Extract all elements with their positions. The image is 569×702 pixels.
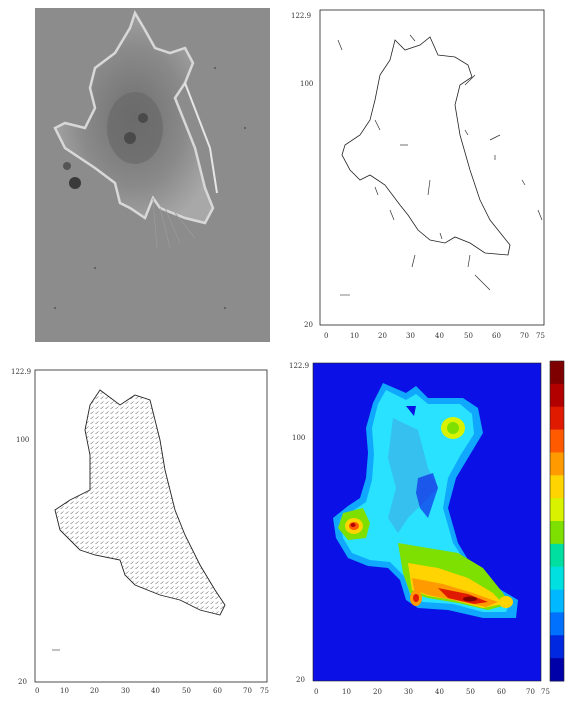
x-tick-labels: 0 10 20 30 40 50 60 70 75: [324, 332, 545, 340]
x-tick: 75: [260, 687, 269, 695]
outline-plot: 122.9 100 20 0 10 20 30 40 50 60 70 75: [291, 9, 545, 340]
x-tick: 0: [324, 332, 328, 340]
colorbar-segment: [550, 521, 564, 545]
x-tick: 75: [536, 332, 545, 340]
outline-plot-panel: 122.9 100 20 0 10 20 30 40 50 60 70 75: [290, 5, 560, 350]
x-tick-labels: 0 10 20 30 40 50 60 70 75: [35, 687, 269, 695]
colorbar-segment: [550, 566, 564, 591]
x-tick: 10: [342, 688, 351, 696]
colorbar-segment: [550, 452, 564, 476]
x-tick: 30: [404, 688, 413, 696]
x-tick: 40: [151, 687, 160, 695]
heatmap-region-mid: [388, 418, 438, 533]
y-tick-mid: 100: [300, 80, 313, 88]
heatmap-panel: 122.9 100 20 0 10 20 30 40 50 60 70 75: [288, 358, 569, 698]
y-tick-top: 122.9: [291, 12, 311, 20]
heatmap-plot: 122.9 100 20 0 10 20 30 40 50 60 70 75: [289, 360, 565, 696]
x-tick: 60: [213, 687, 222, 695]
x-tick: 10: [350, 332, 359, 340]
colorbar-segment: [550, 498, 564, 522]
colorbar-segment: [550, 475, 564, 499]
colorbar: [550, 361, 564, 682]
x-tick: 70: [520, 332, 529, 340]
colorbar-segment: [550, 406, 564, 431]
cell-outline: [341, 36, 511, 256]
vector-field-outline: [54, 389, 226, 616]
y-tick-top: 122.9: [11, 368, 31, 376]
x-tick: 10: [60, 687, 69, 695]
x-tick: 60: [497, 688, 506, 696]
x-tick: 20: [378, 332, 387, 340]
y-tick-top: 122.9: [289, 362, 309, 370]
x-tick: 0: [314, 688, 318, 696]
colorbar-segment: [550, 383, 564, 408]
y-tick-mid: 100: [292, 434, 305, 442]
x-tick: 75: [541, 688, 550, 696]
colorbar-segment: [550, 429, 564, 453]
x-tick-labels: 0 10 20 30 40 50 60 70 75: [314, 688, 550, 696]
x-tick: 30: [121, 687, 130, 695]
x-tick: 50: [182, 687, 191, 695]
x-tick: 50: [464, 332, 473, 340]
x-tick: 30: [406, 332, 415, 340]
y-tick-bottom: 20: [18, 678, 27, 686]
x-tick: 40: [435, 688, 444, 696]
y-tick-mid: 100: [16, 436, 29, 444]
y-tick-bottom: 20: [296, 676, 305, 684]
colorbar-segment: [550, 658, 564, 682]
x-tick: 70: [243, 687, 252, 695]
x-tick: 70: [526, 688, 535, 696]
colorbar-segment: [550, 612, 564, 636]
microscopy-image-panel: [35, 8, 270, 342]
x-tick: 0: [35, 687, 39, 695]
colorbar-segment: [550, 635, 564, 659]
x-tick: 50: [466, 688, 475, 696]
x-tick: 40: [435, 332, 444, 340]
vector-field-panel: 122.9 100 20 0 10 20 30 40 50 60 70 75: [10, 360, 280, 696]
colorbar-segment: [550, 361, 564, 385]
y-tick-bottom: 20: [304, 321, 313, 329]
colorbar-segment: [550, 589, 564, 613]
x-tick: 60: [492, 332, 501, 340]
vector-field-plot: 122.9 100 20 0 10 20 30 40 50 60 70 75: [11, 368, 269, 695]
microscopy-image: [35, 8, 270, 342]
x-tick: 20: [373, 688, 382, 696]
colorbar-segment: [550, 543, 564, 568]
x-tick: 20: [90, 687, 99, 695]
